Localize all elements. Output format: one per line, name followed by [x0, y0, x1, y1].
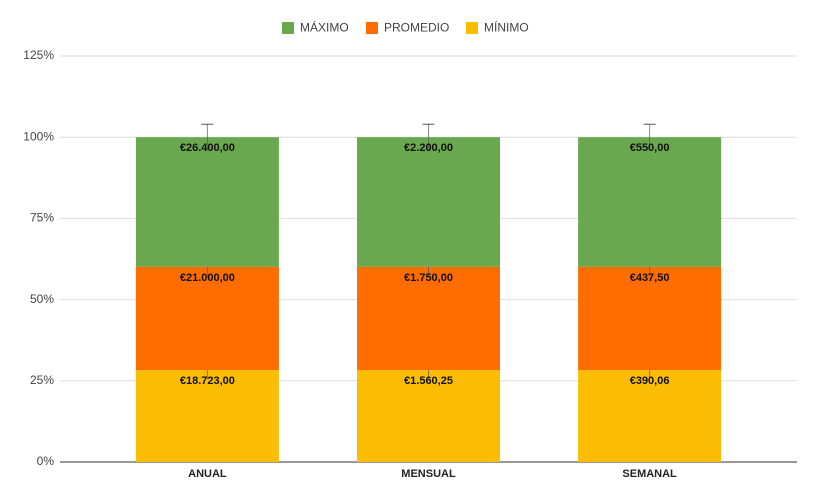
y-tick-label: 0% [37, 454, 55, 468]
legend: MÁXIMO PROMEDIO MÍNIMO [282, 20, 529, 35]
bar-segment [135, 266, 279, 371]
x-tick-label: ANUAL [188, 468, 227, 480]
bar-segment [578, 370, 722, 462]
value-label: €437,50 [630, 272, 670, 284]
legend-label: PROMEDIO [384, 21, 449, 35]
value-label: €1.750,00 [404, 272, 453, 284]
y-tick-label: 100% [23, 129, 54, 143]
bar-segment [357, 137, 500, 267]
bar-segment [578, 266, 722, 371]
value-label: €21.000,00 [180, 272, 235, 284]
legend-label: MÁXIMO [300, 20, 349, 35]
bar-segment [578, 137, 722, 267]
value-label: €2.200,00 [404, 142, 453, 154]
legend-label: MÍNIMO [484, 20, 529, 35]
x-tick-label: SEMANAL [622, 468, 677, 480]
bar-segment [135, 370, 279, 462]
bar-segment [135, 137, 279, 267]
value-label: €390,06 [630, 375, 670, 387]
x-tick-label: MENSUAL [401, 468, 456, 480]
y-tick-label: 25% [30, 373, 54, 387]
legend-swatch [466, 22, 478, 34]
value-label: €550,00 [630, 142, 670, 154]
legend-swatch [366, 22, 378, 34]
bar-segment [357, 370, 500, 462]
y-tick-label: 75% [30, 211, 54, 225]
legend-swatch [282, 22, 294, 34]
value-label: €1.560,25 [404, 375, 453, 387]
bar-segment [357, 266, 500, 371]
value-label: €26.400,00 [180, 142, 235, 154]
y-tick-label: 125% [23, 48, 54, 62]
value-label: €18.723,00 [180, 375, 235, 387]
y-tick-label: 50% [30, 292, 54, 306]
